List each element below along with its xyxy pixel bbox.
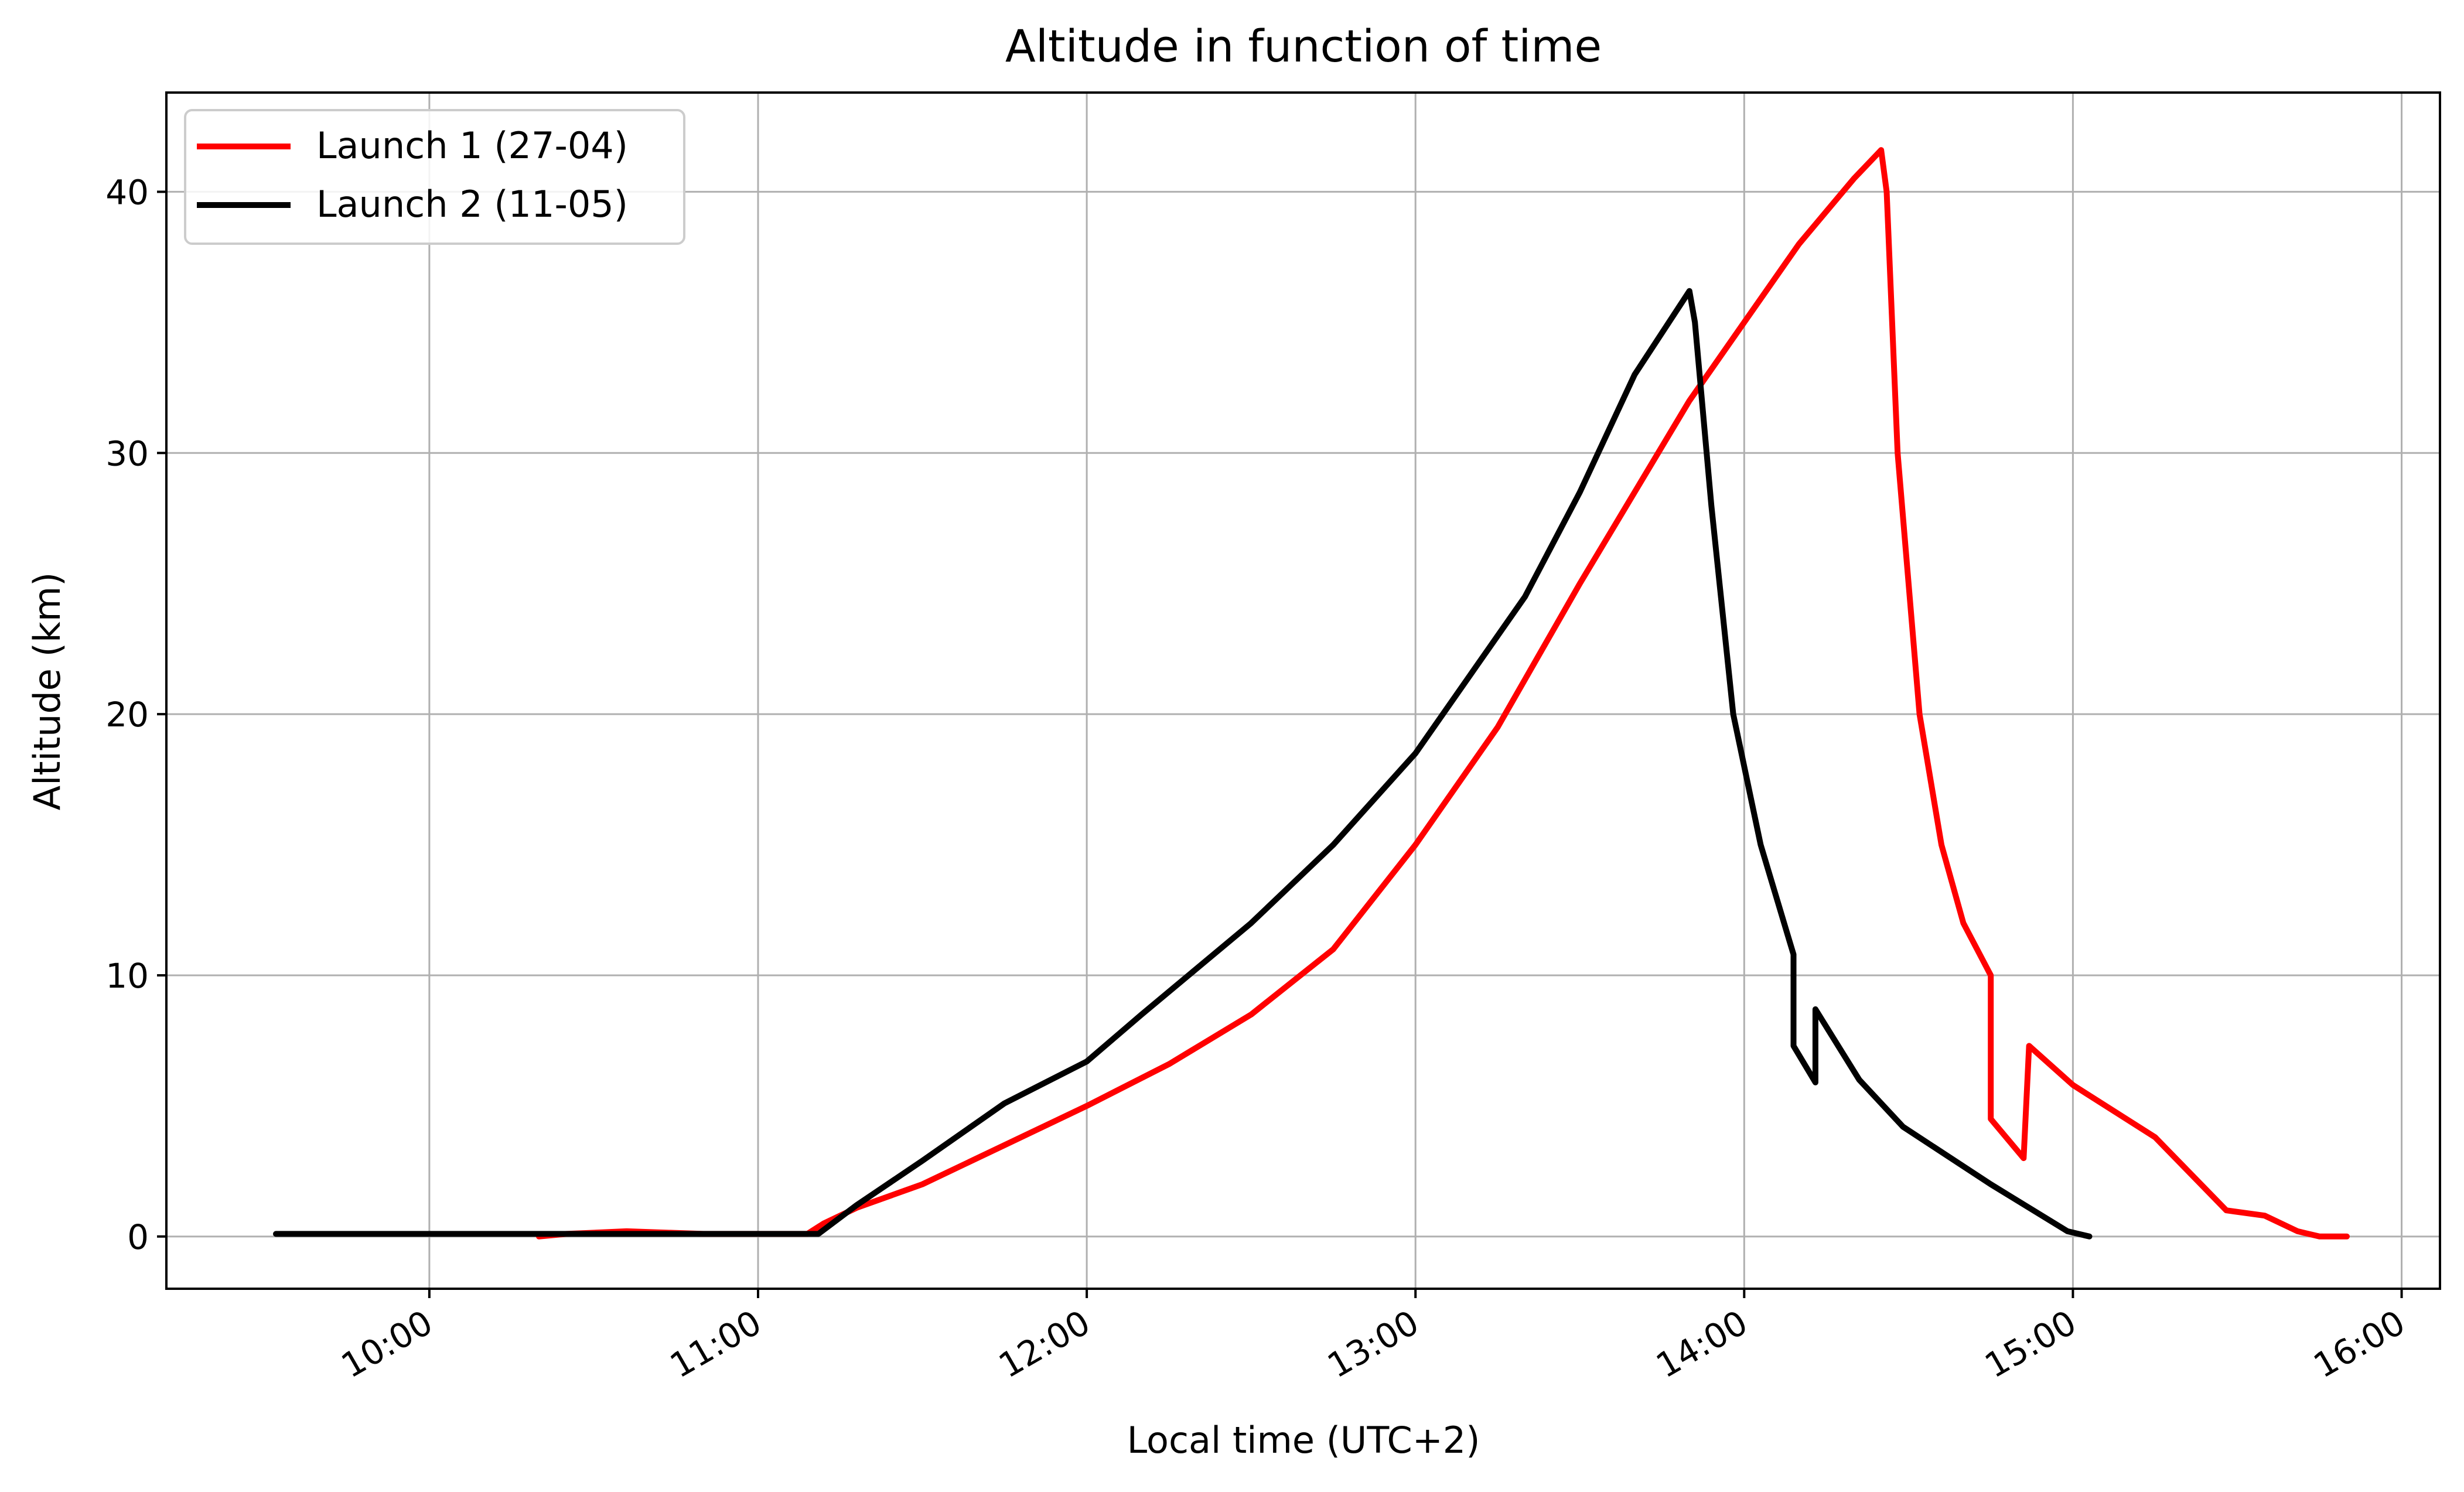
legend-box [184,109,685,245]
series-line-launch-2 [273,288,2093,1240]
y-tick-label: 20 [105,695,149,735]
legend-label-launch-1: Launch 1 (27-04) [316,124,628,167]
chart-title: Altitude in function of time [1005,20,1602,72]
legend-label-launch-2: Launch 2 (11-05) [316,183,628,226]
y-tick-label: 30 [105,433,149,473]
x-axis-label: Local time (UTC+2) [1127,1419,1480,1462]
data-series [273,147,2350,1240]
series-line-launch-1 [535,147,2350,1240]
plot-frame [165,91,2441,1290]
y-tick-label: 10 [105,956,149,996]
y-tick-label: 0 [127,1217,149,1257]
y-axis-label: Altitude (km) [26,572,69,811]
y-tick-label: 40 [105,172,149,212]
legend: Launch 1 (27-04) Launch 2 (11-05) [184,109,685,245]
